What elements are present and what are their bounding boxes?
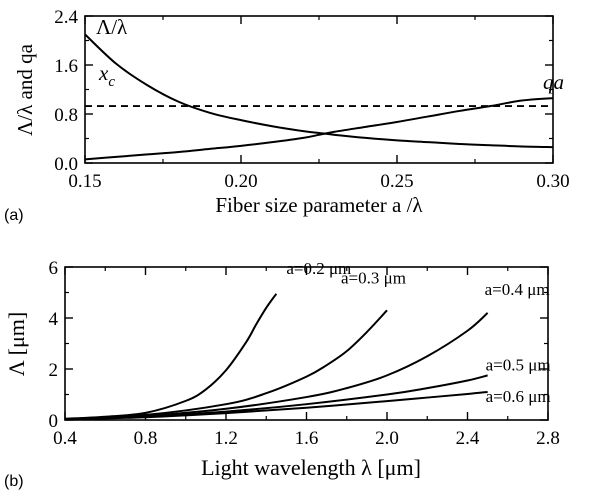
series-label: a=0.6 μm <box>486 387 551 406</box>
series-label: a=0.2 μm <box>286 259 351 278</box>
panel-label: (b) <box>4 473 24 490</box>
x-tick-label: 0.15 <box>68 171 101 192</box>
series-label: a=0.3 μm <box>341 268 406 287</box>
series-annotation: xc <box>98 61 115 90</box>
y-axis-label: Λ/λ and qa <box>13 43 37 136</box>
series-line-a-0-3-m <box>64 309 388 420</box>
y-tick-label: 0.0 <box>54 154 78 175</box>
x-tick-label: 0.25 <box>380 171 413 192</box>
y-tick-label: 1.6 <box>54 56 78 77</box>
x-tick-label: 2.0 <box>375 428 399 449</box>
x-tick-label: 0.20 <box>224 171 257 192</box>
series-line-series <box>84 33 554 149</box>
y-tick-label: 0.8 <box>54 105 78 126</box>
y-tick-label: 4 <box>49 309 59 330</box>
y-tick-label: 2 <box>49 360 59 381</box>
panel-a: 0.15 0.20 0.25 0.30 0.0 0.8 1.6 2.4 Fiber size p… <box>4 7 570 224</box>
series-label: a=0.5 μm <box>486 355 551 374</box>
panel-label: (a) <box>4 207 24 224</box>
series-line-qa <box>84 97 554 161</box>
x-tick-label: 1.2 <box>214 428 238 449</box>
series-line-a-0-4-m <box>64 312 489 421</box>
x-tick-label: 0.8 <box>134 428 158 449</box>
series-label: a=0.4 μm <box>485 280 550 299</box>
x-tick-label: 2.4 <box>456 428 480 449</box>
x-axis-label: Fiber size parameter a /λ <box>215 193 423 217</box>
series-annotation: Λ/λ <box>96 15 128 39</box>
y-axis-label: Λ [μm] <box>4 312 29 376</box>
x-tick-label: 2.8 <box>536 428 560 449</box>
y-tick-label: 0 <box>49 411 59 432</box>
x-axis-label: Light wavelength λ [μm] <box>201 455 421 480</box>
y-tick-label: 2.4 <box>54 7 78 28</box>
panel-b: 0.4 0.8 1.2 1.6 2.0 2.4 2.8 0 2 4 6 Light wavelengt… <box>4 258 560 490</box>
x-tick-label: 1.6 <box>295 428 319 449</box>
x-tick-label: 0.4 <box>53 428 77 449</box>
y-tick-label: 6 <box>49 258 59 279</box>
series-annotation: qa <box>543 70 564 94</box>
series-line-a-0-6-m <box>64 390 488 421</box>
x-tick-label: 0.30 <box>536 171 569 192</box>
